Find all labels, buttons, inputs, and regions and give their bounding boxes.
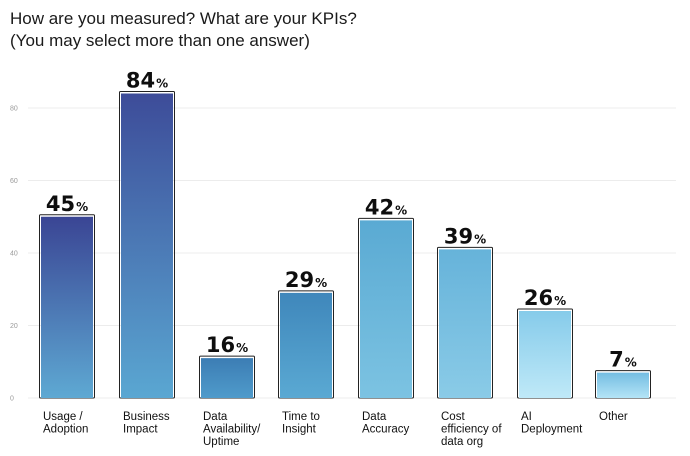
value-label-5: 39% (444, 224, 486, 248)
category-label-6: AI Deployment (521, 411, 583, 436)
value-label-2: 16% (206, 333, 248, 357)
category-label-3: Time to Insight (282, 411, 320, 436)
bar-4 (360, 220, 412, 398)
y-tick-label-60: 60 (10, 178, 18, 185)
bar-6 (519, 311, 571, 398)
y-tick-label-20: 20 (10, 323, 18, 330)
category-label-4: Data Accuracy (362, 411, 410, 436)
category-label-5: Cost efficiency of data org (441, 411, 502, 448)
bar-3 (280, 292, 332, 398)
chart-title-line-2: (You may select more than one answer) (10, 31, 310, 50)
bar-0 (41, 216, 93, 398)
value-label-1: 84% (126, 69, 168, 93)
value-label-3: 29% (285, 268, 327, 292)
bar-5 (439, 249, 491, 398)
y-tick-label-0: 0 (10, 396, 14, 403)
category-label-2: Data Availability/Uptime (203, 411, 261, 448)
bar-1 (121, 93, 173, 398)
category-label-1: Business Impact (123, 411, 170, 436)
value-label-7: 7% (609, 348, 637, 372)
y-tick-label-80: 80 (10, 106, 18, 113)
chart-title-line-1: How are you measured? What are your KPIs… (10, 9, 357, 28)
value-label-6: 26% (524, 286, 566, 310)
value-label-4: 42% (365, 195, 407, 219)
chart-title: How are you measured? What are your KPIs… (10, 8, 670, 52)
category-label-0: Usage / Adoption (43, 411, 88, 436)
bar-7 (597, 372, 649, 398)
bar-2 (201, 358, 253, 398)
value-label-0: 45% (46, 192, 88, 216)
category-label-7: Other (599, 411, 628, 423)
y-tick-label-40: 40 (10, 251, 18, 258)
